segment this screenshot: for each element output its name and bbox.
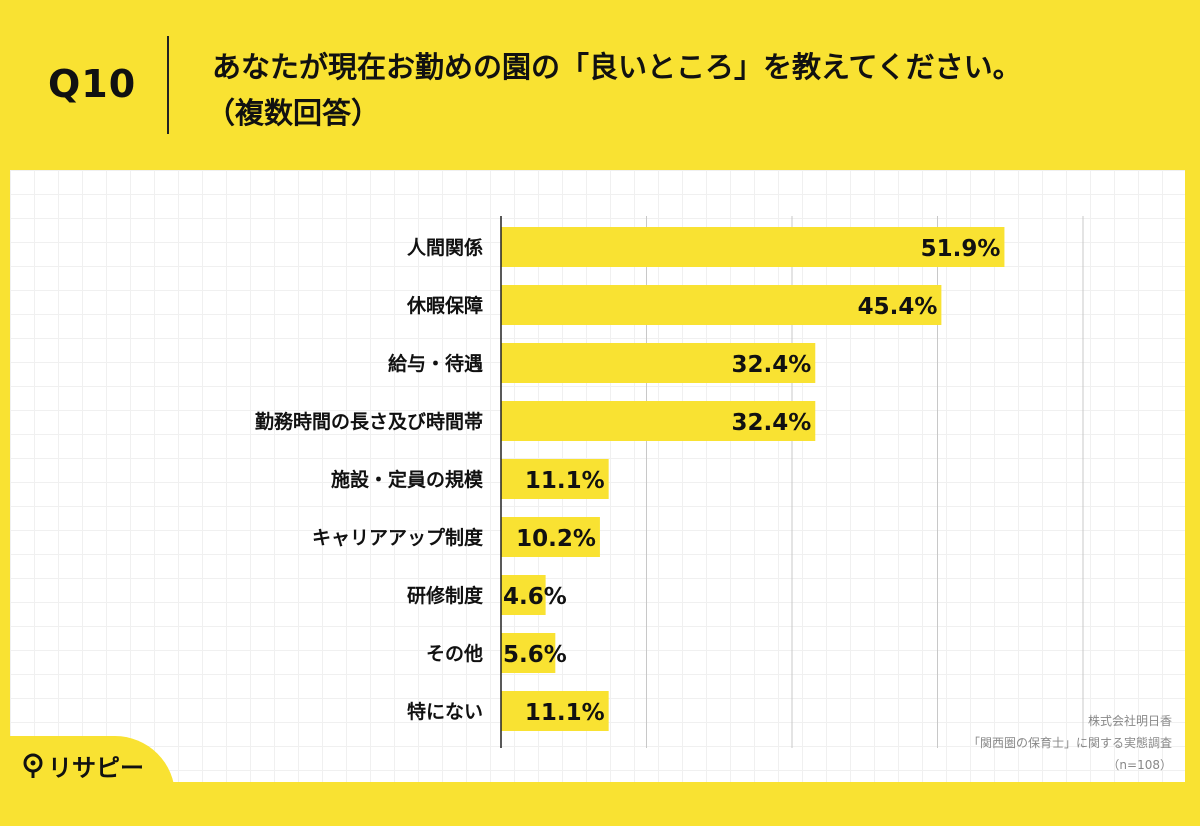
- category-label-0: 人間関係: [407, 236, 483, 259]
- category-label-5: キャリアアップ制度: [312, 526, 484, 549]
- category-label-4: 施設・定員の規模: [331, 468, 484, 491]
- bar-0: [501, 227, 1005, 267]
- question-number: Q10: [48, 62, 137, 106]
- source-note: 株式会社明日香 「関西圏の保育士」に関する実態調査 （n=108）: [968, 710, 1172, 776]
- source-survey: 「関西圏の保育士」に関する実態調査: [967, 736, 1172, 750]
- bar-5: [501, 517, 600, 557]
- brand-logo: リサピー: [22, 748, 144, 783]
- category-label-1: 休暇保障: [406, 294, 483, 317]
- chart-panel: 人間関係 51.9% 休暇保障 45.4% 給与・待遇 32.4% 勤務時間の長さ及び時間帯…: [10, 170, 1185, 782]
- value-label-1: 45.4%: [858, 294, 938, 320]
- value-label-4: 11.1%: [525, 468, 605, 494]
- header: Q10 あなたが現在お勤めの園の「良いところ」を教えてください。 （複数回答）: [0, 0, 1200, 170]
- bar-4: [501, 459, 609, 499]
- value-label-0: 51.9%: [921, 236, 1001, 262]
- category-label-6: 研修制度: [407, 584, 484, 607]
- bar-2: [501, 343, 816, 383]
- value-label-7: 5.6%: [503, 642, 567, 668]
- header-divider: [167, 36, 169, 134]
- category-label-3: 勤務時間の長さ及び時間帯: [255, 410, 483, 433]
- bar-6: [501, 575, 546, 615]
- source-company: 株式会社明日香: [1087, 714, 1172, 728]
- question-title: あなたが現在お勤めの園の「良いところ」を教えてください。 （複数回答）: [206, 44, 1172, 136]
- category-label-2: 給与・待遇: [388, 352, 483, 375]
- value-label-3: 32.4%: [731, 410, 811, 436]
- bar-7: [501, 633, 556, 673]
- value-label-6: 4.6%: [503, 584, 567, 610]
- question-text: あなたが現在お勤めの園の「良いところ」を教えてください。: [212, 50, 1022, 84]
- category-label-7: その他: [426, 642, 483, 665]
- value-label-5: 10.2%: [516, 526, 596, 552]
- category-label-8: 特にない: [407, 701, 483, 723]
- sample-size: （n=108）: [1107, 758, 1172, 772]
- logo-text: リサピー: [48, 754, 144, 782]
- pin-icon: [23, 753, 43, 778]
- bar-1: [501, 285, 942, 325]
- value-label-2: 32.4%: [731, 352, 811, 378]
- bar-chart: 人間関係 51.9% 休暇保障 45.4% 給与・待遇 32.4% 勤務時間の長さ及び時間帯…: [255, 216, 1084, 748]
- bar-8: [501, 691, 609, 731]
- bar-3: [501, 401, 816, 441]
- value-label-8: 11.1%: [525, 700, 605, 726]
- question-subtitle: （複数回答）: [206, 96, 381, 130]
